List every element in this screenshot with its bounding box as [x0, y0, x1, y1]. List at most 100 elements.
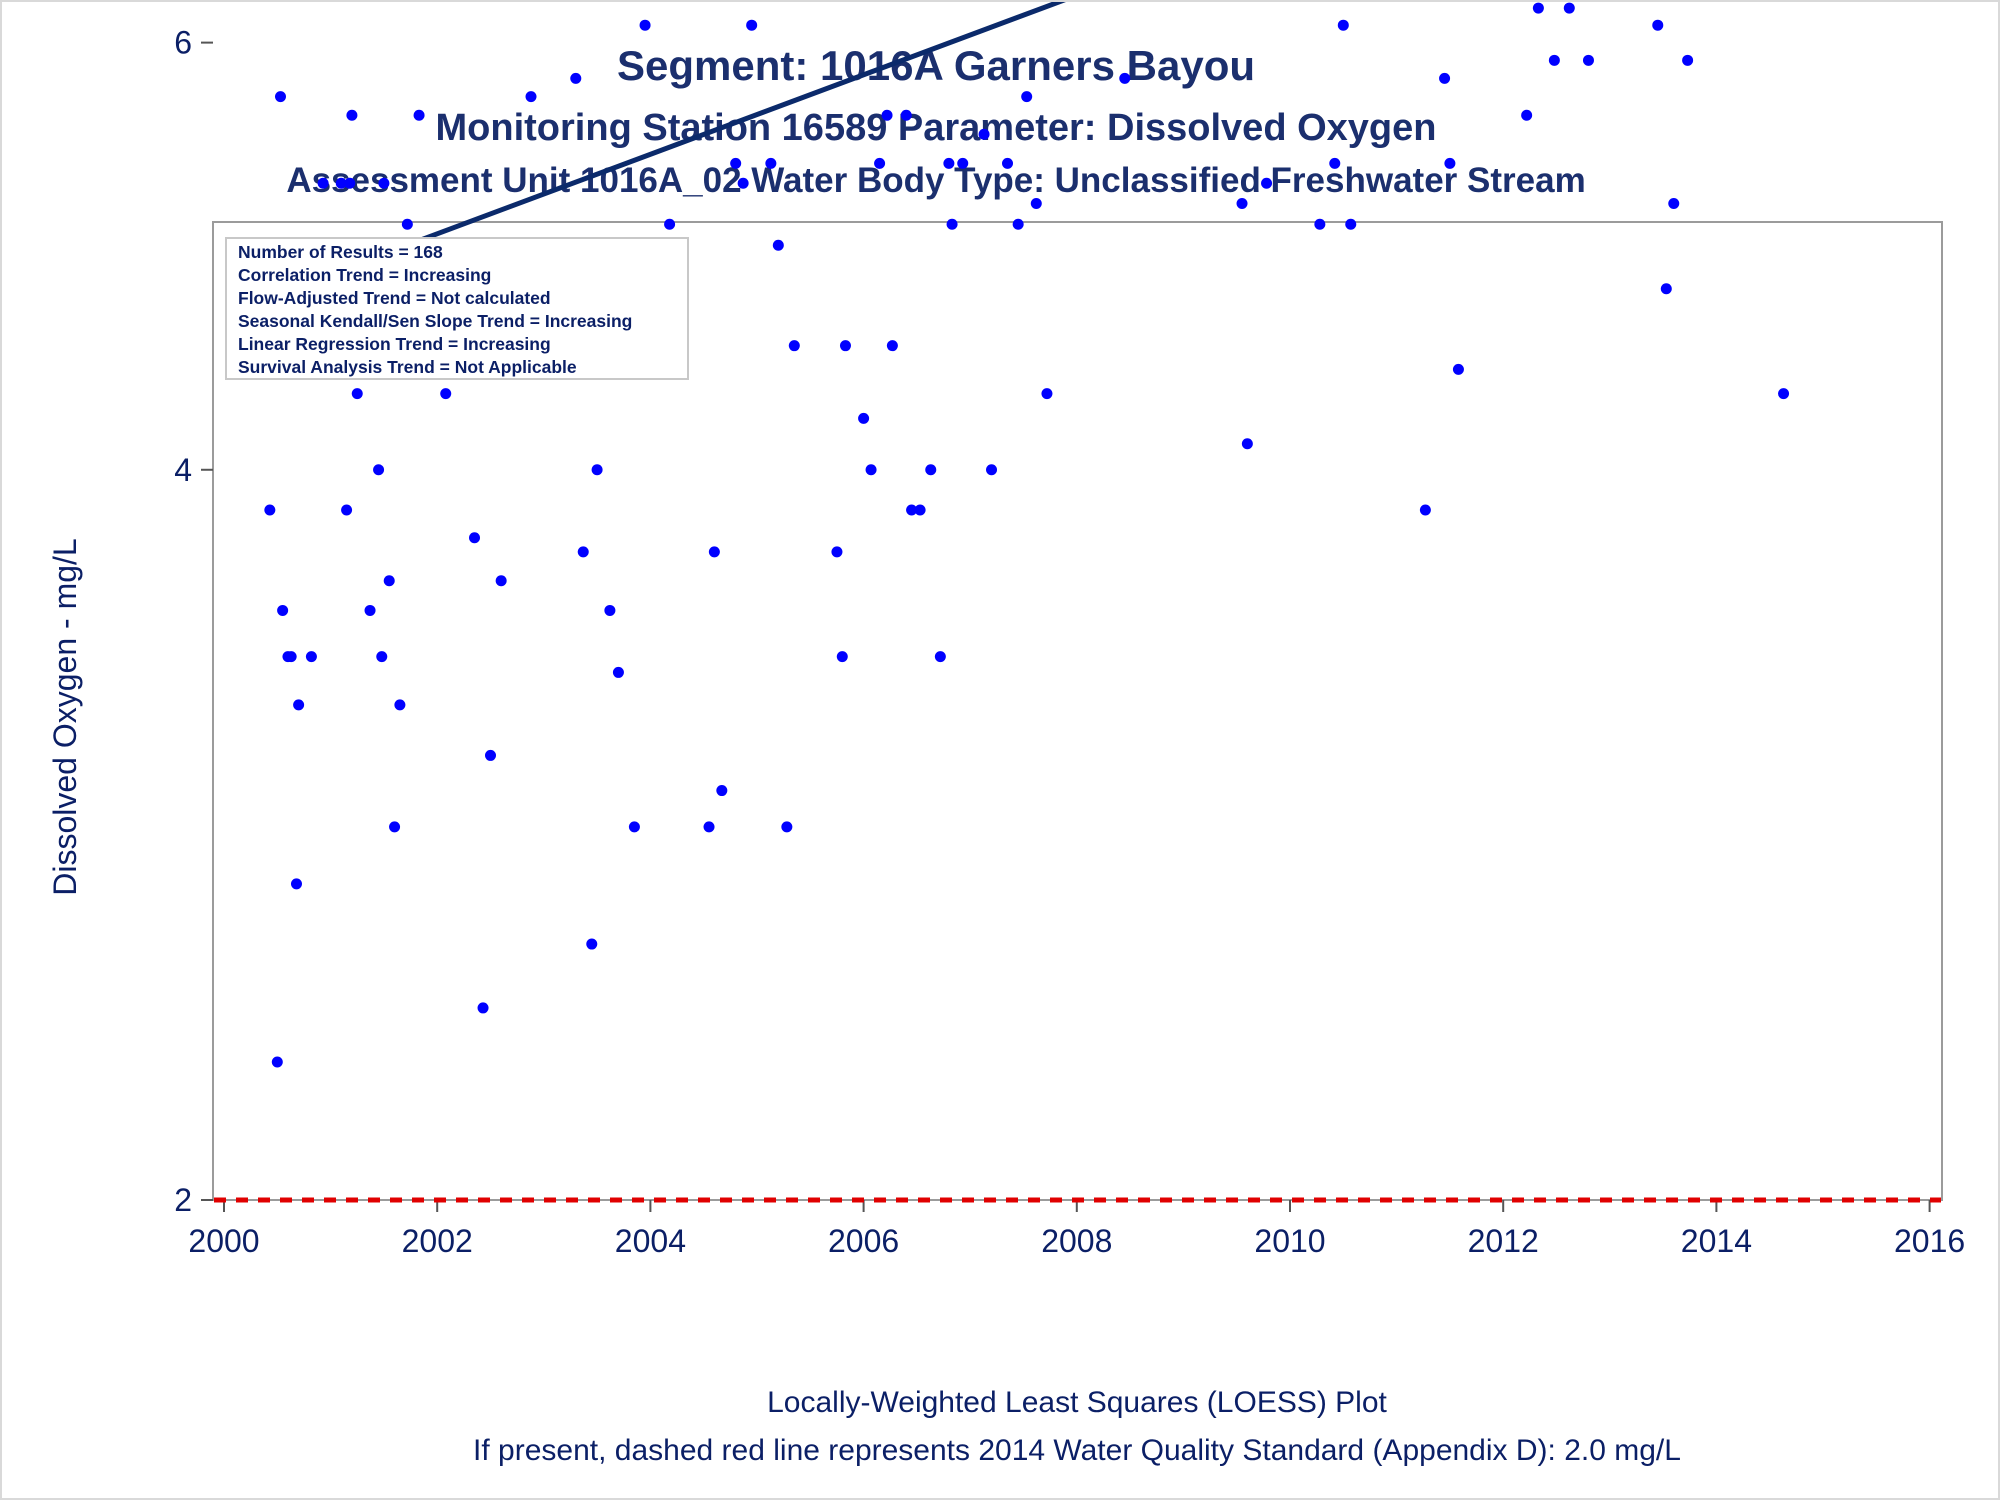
- y-tick-label: 4: [174, 452, 192, 488]
- data-point: [943, 157, 955, 169]
- data-point: [886, 340, 898, 352]
- data-point: [570, 72, 582, 84]
- data-point: [285, 651, 297, 663]
- data-point: [317, 177, 329, 189]
- data-point: [858, 412, 870, 424]
- data-point: [1668, 198, 1680, 210]
- data-point: [469, 532, 481, 544]
- data-point: [900, 109, 912, 121]
- data-point: [664, 218, 676, 230]
- x-tick-label: 2014: [1681, 1223, 1752, 1259]
- x-tick-label: 2002: [402, 1223, 473, 1259]
- data-point: [1241, 438, 1253, 450]
- data-point: [788, 340, 800, 352]
- data-point: [1532, 2, 1544, 14]
- stats-line-flow-adjusted: Flow-Adjusted Trend = Not calculated: [238, 288, 551, 308]
- x-tick-label: 2006: [828, 1223, 899, 1259]
- stats-line-results: Number of Results = 168: [238, 242, 443, 262]
- data-point: [1236, 198, 1248, 210]
- data-point: [346, 109, 358, 121]
- data-point: [1337, 19, 1349, 31]
- data-point: [264, 504, 276, 516]
- y-tick-label: 2: [174, 1182, 192, 1218]
- data-point: [1002, 157, 1014, 169]
- data-point: [708, 546, 720, 558]
- stats-line-correlation: Correlation Trend = Increasing: [238, 265, 491, 285]
- data-point: [1021, 91, 1033, 103]
- chart-subtitle-2: Assessment Unit 1016A_02 Water Body Type…: [286, 161, 1585, 200]
- data-point: [1030, 198, 1042, 210]
- data-point: [1119, 72, 1131, 84]
- data-point: [383, 575, 395, 587]
- data-point: [378, 177, 390, 189]
- data-point: [389, 821, 401, 833]
- data-point: [477, 1002, 489, 1014]
- data-point: [351, 388, 363, 400]
- data-point: [364, 604, 376, 616]
- y-tick-label: 6: [174, 25, 192, 61]
- data-point: [639, 19, 651, 31]
- data-point: [394, 699, 406, 711]
- data-point: [1563, 2, 1575, 14]
- x-tick-label: 2000: [188, 1223, 259, 1259]
- data-point: [290, 878, 302, 890]
- data-point: [865, 464, 877, 476]
- data-point: [274, 91, 286, 103]
- data-point: [772, 239, 784, 251]
- x-tick-label: 2016: [1894, 1223, 1965, 1259]
- data-point: [1439, 72, 1451, 84]
- data-point: [305, 651, 317, 663]
- footnote-standard: If present, dashed red line represents 2…: [473, 1434, 1681, 1467]
- data-point: [986, 464, 998, 476]
- data-point: [401, 218, 413, 230]
- data-point: [765, 157, 777, 169]
- data-point: [271, 1056, 283, 1068]
- data-point: [781, 821, 793, 833]
- data-point: [586, 938, 598, 950]
- data-point: [1778, 388, 1790, 400]
- x-tick-label: 2010: [1254, 1223, 1325, 1259]
- data-point: [746, 19, 758, 31]
- data-point: [881, 109, 893, 121]
- data-point: [1682, 54, 1694, 66]
- data-point: [957, 157, 969, 169]
- data-point: [978, 128, 990, 140]
- data-point: [703, 821, 715, 833]
- data-point: [1660, 283, 1672, 295]
- data-point: [495, 575, 507, 587]
- data-point: [1521, 109, 1533, 121]
- data-point: [1041, 388, 1053, 400]
- data-point: [1012, 218, 1024, 230]
- data-point: [946, 218, 958, 230]
- stats-line-linear-regression: Linear Regression Trend = Increasing: [238, 334, 551, 354]
- data-point: [591, 464, 603, 476]
- data-point: [1419, 504, 1431, 516]
- data-point: [341, 504, 353, 516]
- data-point: [839, 340, 851, 352]
- data-point: [730, 157, 742, 169]
- chart-subtitle: Monitoring Station 16589 Parameter: Diss…: [436, 107, 1437, 149]
- stats-line-seasonal-kendall: Seasonal Kendall/Sen Slope Trend = Incre…: [238, 311, 632, 331]
- data-point: [413, 109, 425, 121]
- data-point: [831, 546, 843, 558]
- data-point: [914, 504, 926, 516]
- data-point: [485, 749, 496, 761]
- data-point: [373, 464, 385, 476]
- data-point: [737, 177, 749, 189]
- data-point: [612, 666, 624, 678]
- data-point: [335, 177, 347, 189]
- stats-box: [225, 237, 689, 380]
- data-point: [293, 699, 305, 711]
- x-axis: 2000 2002 2004 2006 2008 2010 2012 2014 2016: [188, 1200, 1965, 1259]
- data-point: [906, 504, 918, 516]
- data-point: [1582, 54, 1594, 66]
- stats-line-survival: Survival Analysis Trend = Not Applicable: [238, 357, 577, 377]
- data-point: [604, 604, 616, 616]
- data-point: [1548, 54, 1560, 66]
- data-point: [1329, 157, 1341, 169]
- data-point: [277, 604, 289, 616]
- data-point: [1345, 218, 1357, 230]
- x-tick-label: 2012: [1468, 1223, 1539, 1259]
